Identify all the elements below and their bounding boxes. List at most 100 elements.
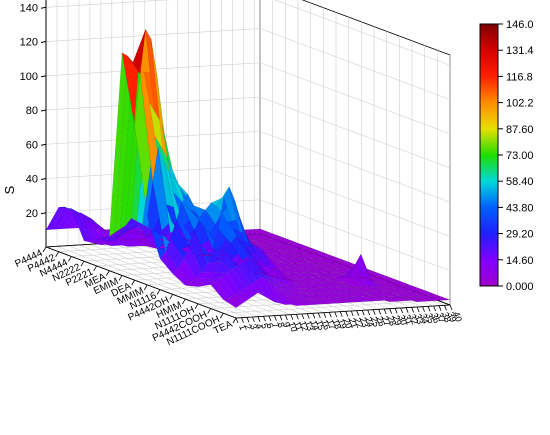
anion-tick-label: 28 <box>385 314 398 327</box>
anion-tick <box>427 306 431 312</box>
cation-tick <box>80 260 85 267</box>
anion-tick <box>438 305 442 311</box>
anion-tick <box>433 305 436 312</box>
anion-tick-label: 21 <box>347 317 360 330</box>
cation-tick <box>181 298 186 305</box>
anion-tick-label: 38 <box>440 311 453 324</box>
anion-tick <box>306 313 310 319</box>
anion-tick-label: 25 <box>369 315 382 328</box>
anion-tick <box>350 310 354 317</box>
anion-tick-label: 11 <box>292 320 305 332</box>
anion-tick <box>394 308 398 314</box>
anion-tick <box>290 314 294 320</box>
anion-tick <box>400 307 403 314</box>
anion-tick <box>367 309 371 316</box>
anion-tick-label: 16 <box>319 318 332 331</box>
anion-tick <box>246 317 250 323</box>
z-axis-label: S <box>2 185 17 194</box>
anion-tick <box>301 313 305 320</box>
cation-tick <box>207 308 212 314</box>
anion-tick-label: 23 <box>358 316 371 329</box>
anion-tick-label: 37 <box>435 311 448 324</box>
z-tick <box>40 178 47 180</box>
anion-tick-label: 8 <box>276 321 287 329</box>
anion-tick-label: 7 <box>270 321 281 329</box>
cation-tick <box>131 279 136 286</box>
anion-tick-label: 33 <box>413 313 426 326</box>
anion-tick <box>274 315 277 321</box>
colorbar-tick-label: 87.60 <box>506 124 534 136</box>
anion-tick <box>361 310 365 316</box>
colorbar-tick-label: 14.60 <box>506 255 534 267</box>
cation-tick <box>42 246 47 253</box>
anion-tick-label: 26 <box>374 315 387 328</box>
anion-tick <box>444 305 447 311</box>
anion-tick <box>317 312 321 319</box>
anion-tick-label: 22 <box>352 316 365 329</box>
anion-tick <box>411 307 414 313</box>
anion-tick-label: 9 <box>281 321 292 329</box>
anion-tick-label: 19 <box>336 317 349 330</box>
anion-tick-label: 40 <box>451 310 464 323</box>
anion-tick-label: 5 <box>259 322 270 330</box>
colorbar-tick-label: 73.00 <box>506 150 534 162</box>
anion-tick-label: 4 <box>254 322 265 330</box>
anion-tick <box>416 306 420 313</box>
anion-tick <box>312 313 316 319</box>
cation-tick <box>194 303 199 310</box>
z-tick <box>40 143 47 146</box>
anion-tick-label: 36 <box>429 312 442 325</box>
z-tick-label: 40 <box>26 174 38 186</box>
cation-tick <box>169 294 174 300</box>
anion-tick-label: 10 <box>287 320 300 333</box>
colorbar-tick-label: 43.80 <box>506 202 534 214</box>
colorbar-ramp <box>479 23 499 287</box>
anion-tick <box>378 309 382 315</box>
cation-tick <box>105 270 110 276</box>
z-tick-label: 100 <box>20 71 38 83</box>
z-tick-label: 140 <box>20 2 38 14</box>
colorbar-tick-label: 146.0 <box>506 19 534 31</box>
z-tick-label: 80 <box>26 105 38 117</box>
colorbar-tick-label: 116.8 <box>506 71 533 83</box>
anion-tick-label: 14 <box>308 319 321 332</box>
z-axis: 20 40 60 80 100 120 140 <box>20 0 47 247</box>
anion-tick-label: 27 <box>380 315 393 328</box>
anion-tick-label: 3 <box>248 323 259 331</box>
z-tick <box>40 6 47 9</box>
anion-tick <box>356 310 360 316</box>
anion-axis: 1234567891011121314151617181920212223242… <box>235 304 464 333</box>
colorbar-tick-label: 0.000 <box>506 281 534 293</box>
anion-tick <box>285 314 288 321</box>
z-tick <box>40 212 47 215</box>
z-tick-label: 60 <box>26 139 38 151</box>
anion-tick-label: 29 <box>391 314 404 327</box>
z-tick <box>40 41 47 44</box>
anion-tick-label: 12 <box>297 320 310 333</box>
anion-tick-label: 31 <box>402 313 415 326</box>
anion-tick <box>257 316 261 322</box>
surface-mesh <box>45 29 451 308</box>
anion-tick <box>235 317 239 324</box>
anion-tick-label: 32 <box>407 313 420 326</box>
surface-cell <box>431 294 451 301</box>
anion-tick-label: 30 <box>396 314 409 327</box>
anion-tick <box>263 316 266 322</box>
z-tick <box>40 109 47 112</box>
colorbar-tick-label: 29.20 <box>506 229 534 241</box>
anion-tick <box>389 308 393 314</box>
anion-tick-label: 24 <box>363 316 376 329</box>
anion-tick-label: 15 <box>314 319 327 332</box>
anion-tick-label: 6 <box>265 322 276 330</box>
anion-tick <box>345 311 349 317</box>
anion-tick-label: 1 <box>237 323 248 331</box>
cation-tick <box>93 265 98 272</box>
anion-tick-label: 18 <box>330 318 343 331</box>
anion-tick <box>339 311 343 317</box>
colorbar-tick-label: 131.4 <box>506 45 534 57</box>
anion-tick <box>334 311 338 318</box>
colorbar: 146.0 131.4 116.8 102.2 87.60 73.00 58.40 43.80… <box>479 19 534 293</box>
anion-tick-label: 17 <box>325 318 338 331</box>
anion-tick <box>449 304 453 311</box>
